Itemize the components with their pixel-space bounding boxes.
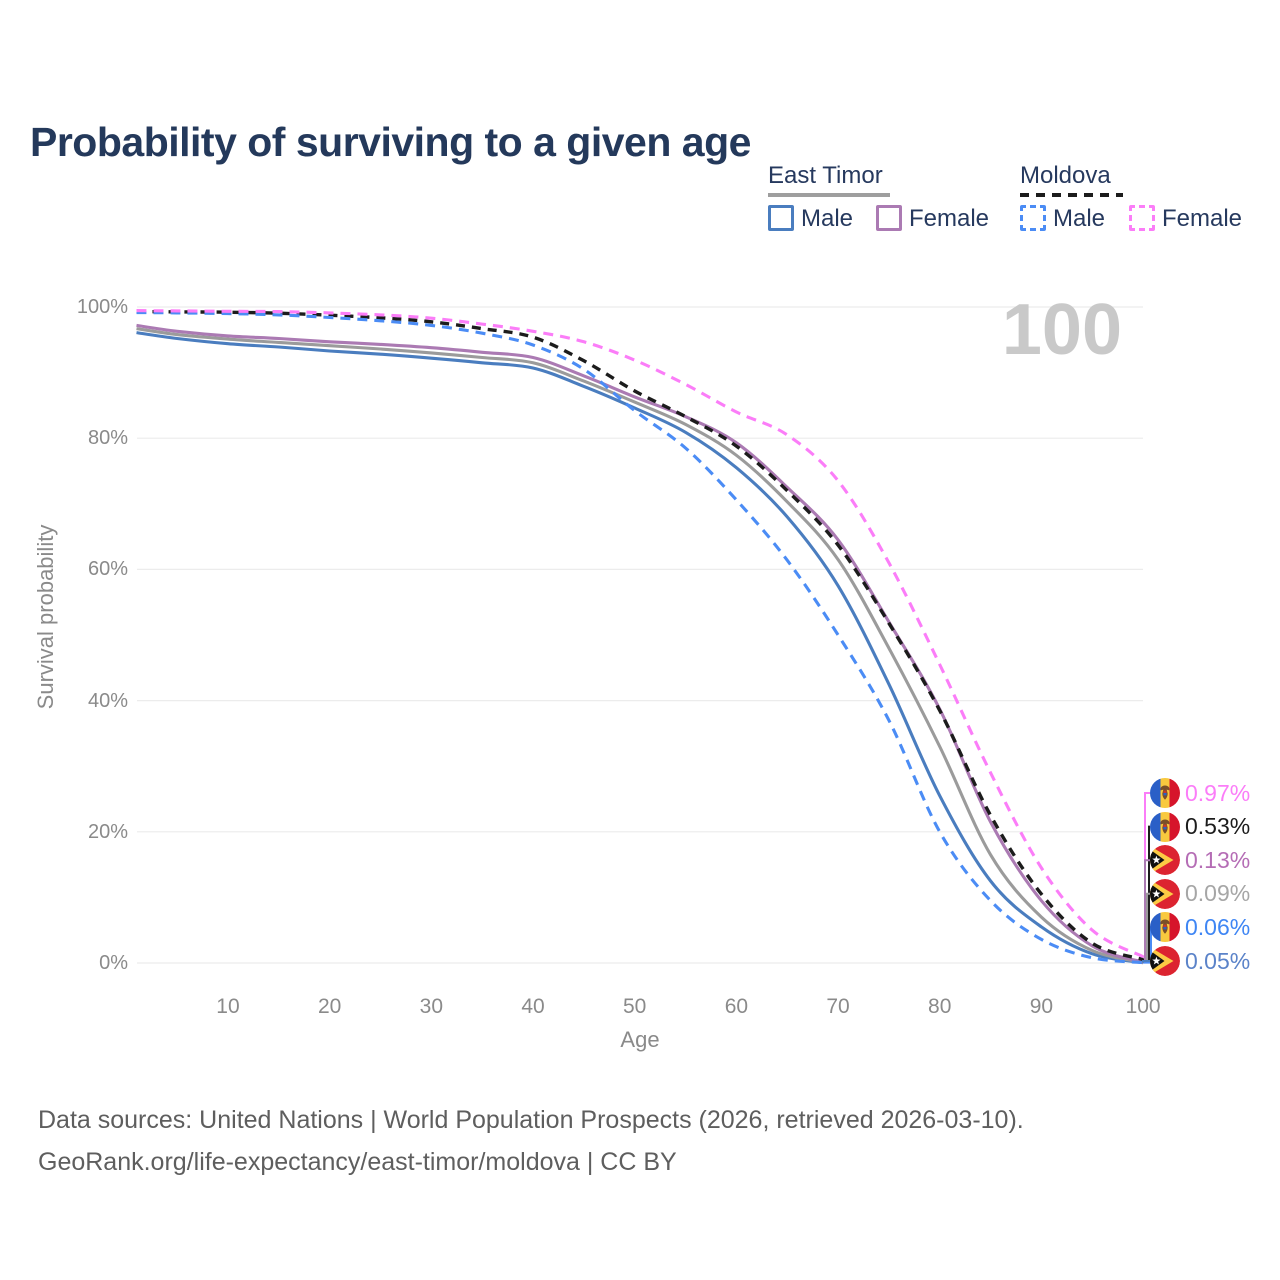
end-value: 0.09% xyxy=(1185,880,1251,907)
legend-group-moldova[interactable]: Moldova xyxy=(1020,162,1111,189)
y-tick-label: 40% xyxy=(87,689,128,712)
legend-moldova-female-swatch[interactable] xyxy=(1129,205,1155,231)
data-sources-note: Data sources: United Nations | World Pop… xyxy=(38,1106,1024,1134)
x-tick-label: 40 xyxy=(521,995,545,1018)
y-tick-label: 100% xyxy=(76,296,128,318)
x-tick-label: 10 xyxy=(216,995,240,1018)
y-tick-label: 0% xyxy=(99,952,128,974)
x-tick-label: 60 xyxy=(724,995,749,1018)
age-watermark: 100 xyxy=(1001,290,1122,370)
legend-east-timor-male-swatch[interactable] xyxy=(768,205,794,231)
curve-et_total[interactable] xyxy=(136,327,1144,964)
moldova-flag-icon xyxy=(1150,778,1180,808)
x-tick-label: 100 xyxy=(1125,995,1161,1018)
curve-md_total[interactable] xyxy=(136,309,1144,962)
curve-et_female[interactable] xyxy=(136,323,1144,964)
source-url-note: GeoRank.org/life-expectancy/east-timor/m… xyxy=(38,1148,677,1176)
y-tick-label: 20% xyxy=(87,820,128,843)
end-label-md_female: 0.97% xyxy=(1150,777,1250,809)
x-tick-label: 30 xyxy=(419,995,443,1018)
gridlines xyxy=(137,306,1143,964)
survival-curves xyxy=(136,309,1144,965)
curve-md_female[interactable] xyxy=(136,309,1144,958)
y-tick-label: 60% xyxy=(87,558,128,581)
legend-moldova-male-swatch[interactable] xyxy=(1020,205,1046,231)
moldova-flag-icon xyxy=(1150,811,1180,842)
end-value: 0.06% xyxy=(1185,913,1251,940)
end-value: 0.53% xyxy=(1185,813,1251,840)
legend-east-timor-female-label[interactable]: Female xyxy=(909,205,990,232)
end-label-md_total: 0.53% xyxy=(1150,811,1250,843)
curve-md_male[interactable] xyxy=(136,311,1144,965)
legend-moldova-male-label[interactable]: Male xyxy=(1053,205,1106,232)
east-timor-flag-icon xyxy=(1150,878,1180,909)
end-label-md_male: 0.06% xyxy=(1150,911,1250,943)
moldova-line-sample xyxy=(1020,193,1123,197)
end-label-et_female: 0.13% xyxy=(1150,844,1250,876)
east-timor-flag-icon xyxy=(1150,946,1180,976)
legend-moldova-female-label[interactable]: Female xyxy=(1162,205,1243,232)
end-value: 0.13% xyxy=(1185,846,1251,873)
moldova-flag-icon xyxy=(1150,912,1180,943)
east-timor-flag-icon xyxy=(1150,845,1180,876)
x-tick-label: 80 xyxy=(928,995,952,1018)
legend-east-timor-female-swatch[interactable] xyxy=(876,205,902,231)
x-tick-label: 20 xyxy=(317,995,342,1018)
y-axis-title: Survival probability xyxy=(33,524,58,710)
east-timor-line-sample xyxy=(768,193,890,197)
x-tick-label: 90 xyxy=(1029,995,1054,1018)
end-label-connectors xyxy=(1142,792,1152,964)
end-label-et_male: 0.05% xyxy=(1150,945,1250,977)
y-tick-label: 80% xyxy=(87,427,128,450)
connector-et_male xyxy=(1142,960,1150,963)
curve-et_male[interactable] xyxy=(136,331,1144,965)
page-title: Probability of surviving to a given age xyxy=(30,119,751,166)
survival-chart-canvas[interactable] xyxy=(0,0,1280,1080)
legend-group-east-timor[interactable]: East Timor xyxy=(768,162,883,189)
end-label-et_total: 0.09% xyxy=(1150,878,1250,910)
x-axis-title: Age xyxy=(620,1027,660,1052)
x-tick-label: 70 xyxy=(826,995,850,1018)
end-value: 0.97% xyxy=(1185,779,1251,806)
x-tick-label: 50 xyxy=(623,995,647,1018)
legend-east-timor-male-label[interactable]: Male xyxy=(801,205,854,232)
end-value: 0.05% xyxy=(1185,947,1251,974)
